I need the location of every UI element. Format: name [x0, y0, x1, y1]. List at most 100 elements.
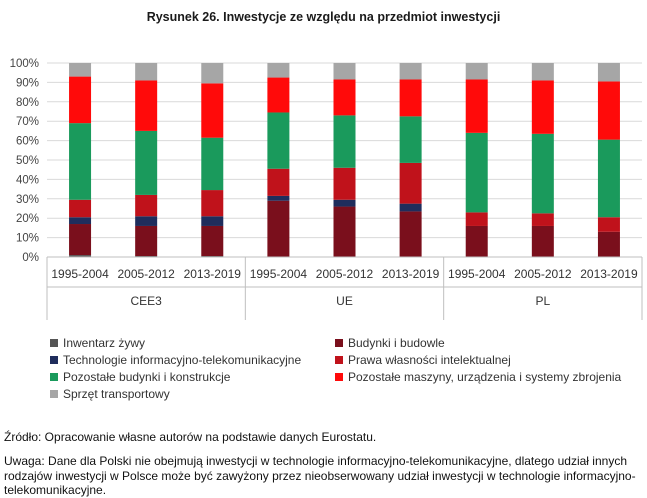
bar-segment — [267, 168, 290, 196]
legend-label: Prawa własności intelektualnej — [348, 353, 511, 367]
bar-segment — [597, 81, 620, 140]
legend-swatch — [335, 339, 343, 347]
bar-segment — [201, 63, 224, 84]
bar-segment — [69, 255, 92, 257]
bar-segment — [333, 206, 356, 257]
bar-segment — [69, 224, 92, 256]
bar-segment — [135, 194, 158, 217]
legend-label: Sprzęt transportowy — [63, 387, 170, 401]
legend-item: Technologie informacyjno-telekomunikacyj… — [50, 353, 301, 367]
bar-segment — [201, 137, 224, 191]
bar-segment — [465, 212, 488, 226]
bar-segment — [597, 217, 620, 232]
bar-segment — [135, 216, 158, 226]
group-label: PL — [535, 294, 550, 308]
y-tick-label: 90% — [16, 77, 39, 89]
bar-segment — [597, 139, 620, 218]
y-tick-label: 50% — [16, 155, 39, 167]
bar-segment — [399, 211, 422, 257]
bar-segment — [399, 162, 422, 204]
remark-note: Uwaga: Dane dla Polski nie obejmują inwe… — [4, 454, 636, 497]
bar-segment — [531, 213, 554, 226]
legend-item: Pozostałe budynki i konstrukcje — [50, 370, 230, 384]
x-tick-label: 2013-2019 — [580, 267, 638, 281]
chart-title: Rysunek 26. Inwestycje ze względu na prz… — [146, 10, 501, 24]
bar-segment — [597, 231, 620, 257]
bar-segment — [135, 80, 158, 131]
bar-segment — [267, 112, 290, 169]
legend-item: Sprzęt transportowy — [50, 387, 170, 401]
bar-segment — [201, 216, 224, 226]
legend-label: Pozostałe maszyny, urządzenia i systemy … — [348, 370, 622, 384]
legend-item: Budynki i budowle — [335, 336, 445, 350]
legend-label: Pozostałe budynki i konstrukcje — [63, 370, 231, 384]
bar-segment — [465, 63, 488, 80]
bar-segment — [531, 225, 554, 257]
legend-label: Inwentarz żywy — [63, 336, 146, 350]
legend-item: Pozostałe maszyny, urządzenia i systemy … — [335, 370, 621, 384]
legend-swatch — [50, 390, 58, 398]
bar-segment — [399, 203, 422, 212]
y-tick-label: 40% — [16, 174, 39, 186]
bar-segment — [333, 79, 356, 116]
legend-label: Budynki i budowle — [348, 336, 445, 350]
x-tick-label: 2013-2019 — [382, 267, 440, 281]
x-tick-label: 1995-2004 — [448, 267, 506, 281]
stacked-bar-chart: 0% 10% 20% 30% 40% 50% 60% 70% 80% 90% 100% 1995-20… — [10, 58, 643, 320]
group-label: UE — [336, 294, 353, 308]
bar-segment — [267, 63, 290, 78]
bar-segment — [333, 167, 356, 200]
x-tick-label: 2013-2019 — [184, 267, 242, 281]
x-tick-label: 2005-2012 — [514, 267, 572, 281]
y-tick-label: 20% — [16, 213, 39, 225]
bar-segment — [531, 133, 554, 214]
bar-segment — [267, 195, 290, 201]
y-tick-label: 0% — [22, 252, 39, 264]
bar-segment — [597, 63, 620, 82]
legend-label: Technologie informacyjno-telekomunikacyj… — [63, 353, 302, 367]
group-label: CEE3 — [130, 294, 162, 308]
bar-segment — [333, 63, 356, 80]
bar-segment — [201, 83, 224, 138]
legend-swatch — [50, 339, 58, 347]
bar-segment — [69, 76, 92, 124]
bar-segment — [399, 63, 422, 80]
bar-segment — [201, 190, 224, 217]
bar-segment — [465, 132, 488, 213]
legend-item: Prawa własności intelektualnej — [335, 353, 511, 367]
bar-segment — [135, 130, 158, 195]
y-tick-label: 60% — [16, 136, 39, 148]
bar-segment — [333, 115, 356, 168]
x-tick-label: 2005-2012 — [117, 267, 175, 281]
bar-segment — [135, 225, 158, 257]
legend-swatch — [335, 373, 343, 381]
bar-segment — [465, 225, 488, 257]
x-tick-label: 2005-2012 — [316, 267, 374, 281]
x-tick-label: 1995-2004 — [51, 267, 109, 281]
y-tick-label: 30% — [16, 194, 39, 206]
bar-segment — [267, 200, 290, 257]
x-tick-label: 1995-2004 — [250, 267, 308, 281]
y-tick-label: 10% — [16, 233, 39, 245]
bar-segment — [531, 63, 554, 81]
bar-segment — [399, 79, 422, 117]
bar-segment — [267, 77, 290, 113]
bar-segment — [333, 199, 356, 207]
y-tick-label: 80% — [16, 97, 39, 109]
legend-item: Inwentarz żywy — [50, 336, 145, 350]
bar-segment — [135, 63, 158, 81]
bar-segment — [69, 217, 92, 225]
bar-segment — [69, 199, 92, 218]
bar-segment — [465, 79, 488, 133]
source-note: Źródło: Opracowanie własne autorów na po… — [4, 430, 377, 444]
y-tick-label: 100% — [10, 58, 39, 70]
bar-segment — [531, 80, 554, 134]
y-tick-label: 70% — [16, 116, 39, 128]
legend-swatch — [50, 356, 58, 364]
bar-segment — [201, 225, 224, 257]
legend-swatch — [50, 373, 58, 381]
bar-segment — [399, 116, 422, 163]
bar-segment — [69, 123, 92, 200]
legend-swatch — [335, 356, 343, 364]
bar-segment — [69, 63, 92, 77]
